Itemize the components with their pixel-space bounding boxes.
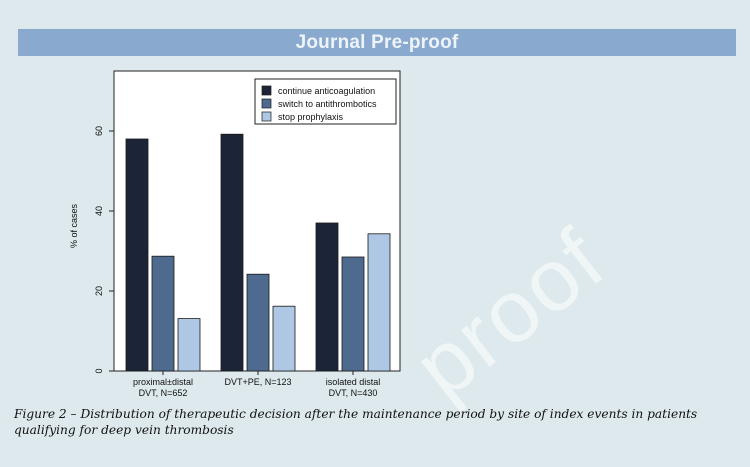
bar — [272, 305, 296, 372]
bar — [125, 138, 149, 372]
bar — [341, 256, 365, 372]
y-axis: 0 20 40 60 — [94, 126, 114, 374]
journal-preproof-banner: Journal Pre-proof — [18, 29, 736, 56]
y-tick-label: 60 — [94, 126, 104, 136]
y-tick-label: 0 — [94, 368, 104, 373]
bar — [315, 222, 339, 372]
legend: continue anticoagulation switch to antith… — [254, 78, 397, 125]
legend-label: continue anticoagulation — [278, 86, 375, 96]
x-tick-label: proximal±distal — [133, 377, 193, 387]
bar — [177, 318, 201, 372]
legend-swatch — [261, 111, 272, 122]
legend-swatch — [261, 98, 272, 109]
x-tick-label: DVT, N=652 — [139, 388, 188, 398]
bars-group — [125, 133, 391, 372]
bar — [367, 233, 391, 372]
legend-box — [254, 78, 397, 125]
x-tick-label: DVT, N=430 — [329, 388, 378, 398]
legend-label: stop prophylaxis — [278, 112, 344, 122]
bar — [220, 133, 244, 372]
y-tick-label: 40 — [94, 206, 104, 216]
bar — [246, 273, 270, 372]
x-tick-label: DVT+PE, N=123 — [224, 377, 291, 387]
banner-text: Journal Pre-proof — [295, 31, 459, 53]
legend-swatch — [261, 85, 272, 96]
bar — [151, 255, 175, 372]
figure-caption: Figure 2 – Distribution of therapeutic d… — [14, 407, 698, 437]
x-tick-label: isolated distal — [326, 377, 381, 387]
y-tick-label: 20 — [94, 286, 104, 296]
legend-label: switch to antithrombotics — [278, 99, 377, 109]
y-axis-label: % of cases — [69, 203, 79, 248]
